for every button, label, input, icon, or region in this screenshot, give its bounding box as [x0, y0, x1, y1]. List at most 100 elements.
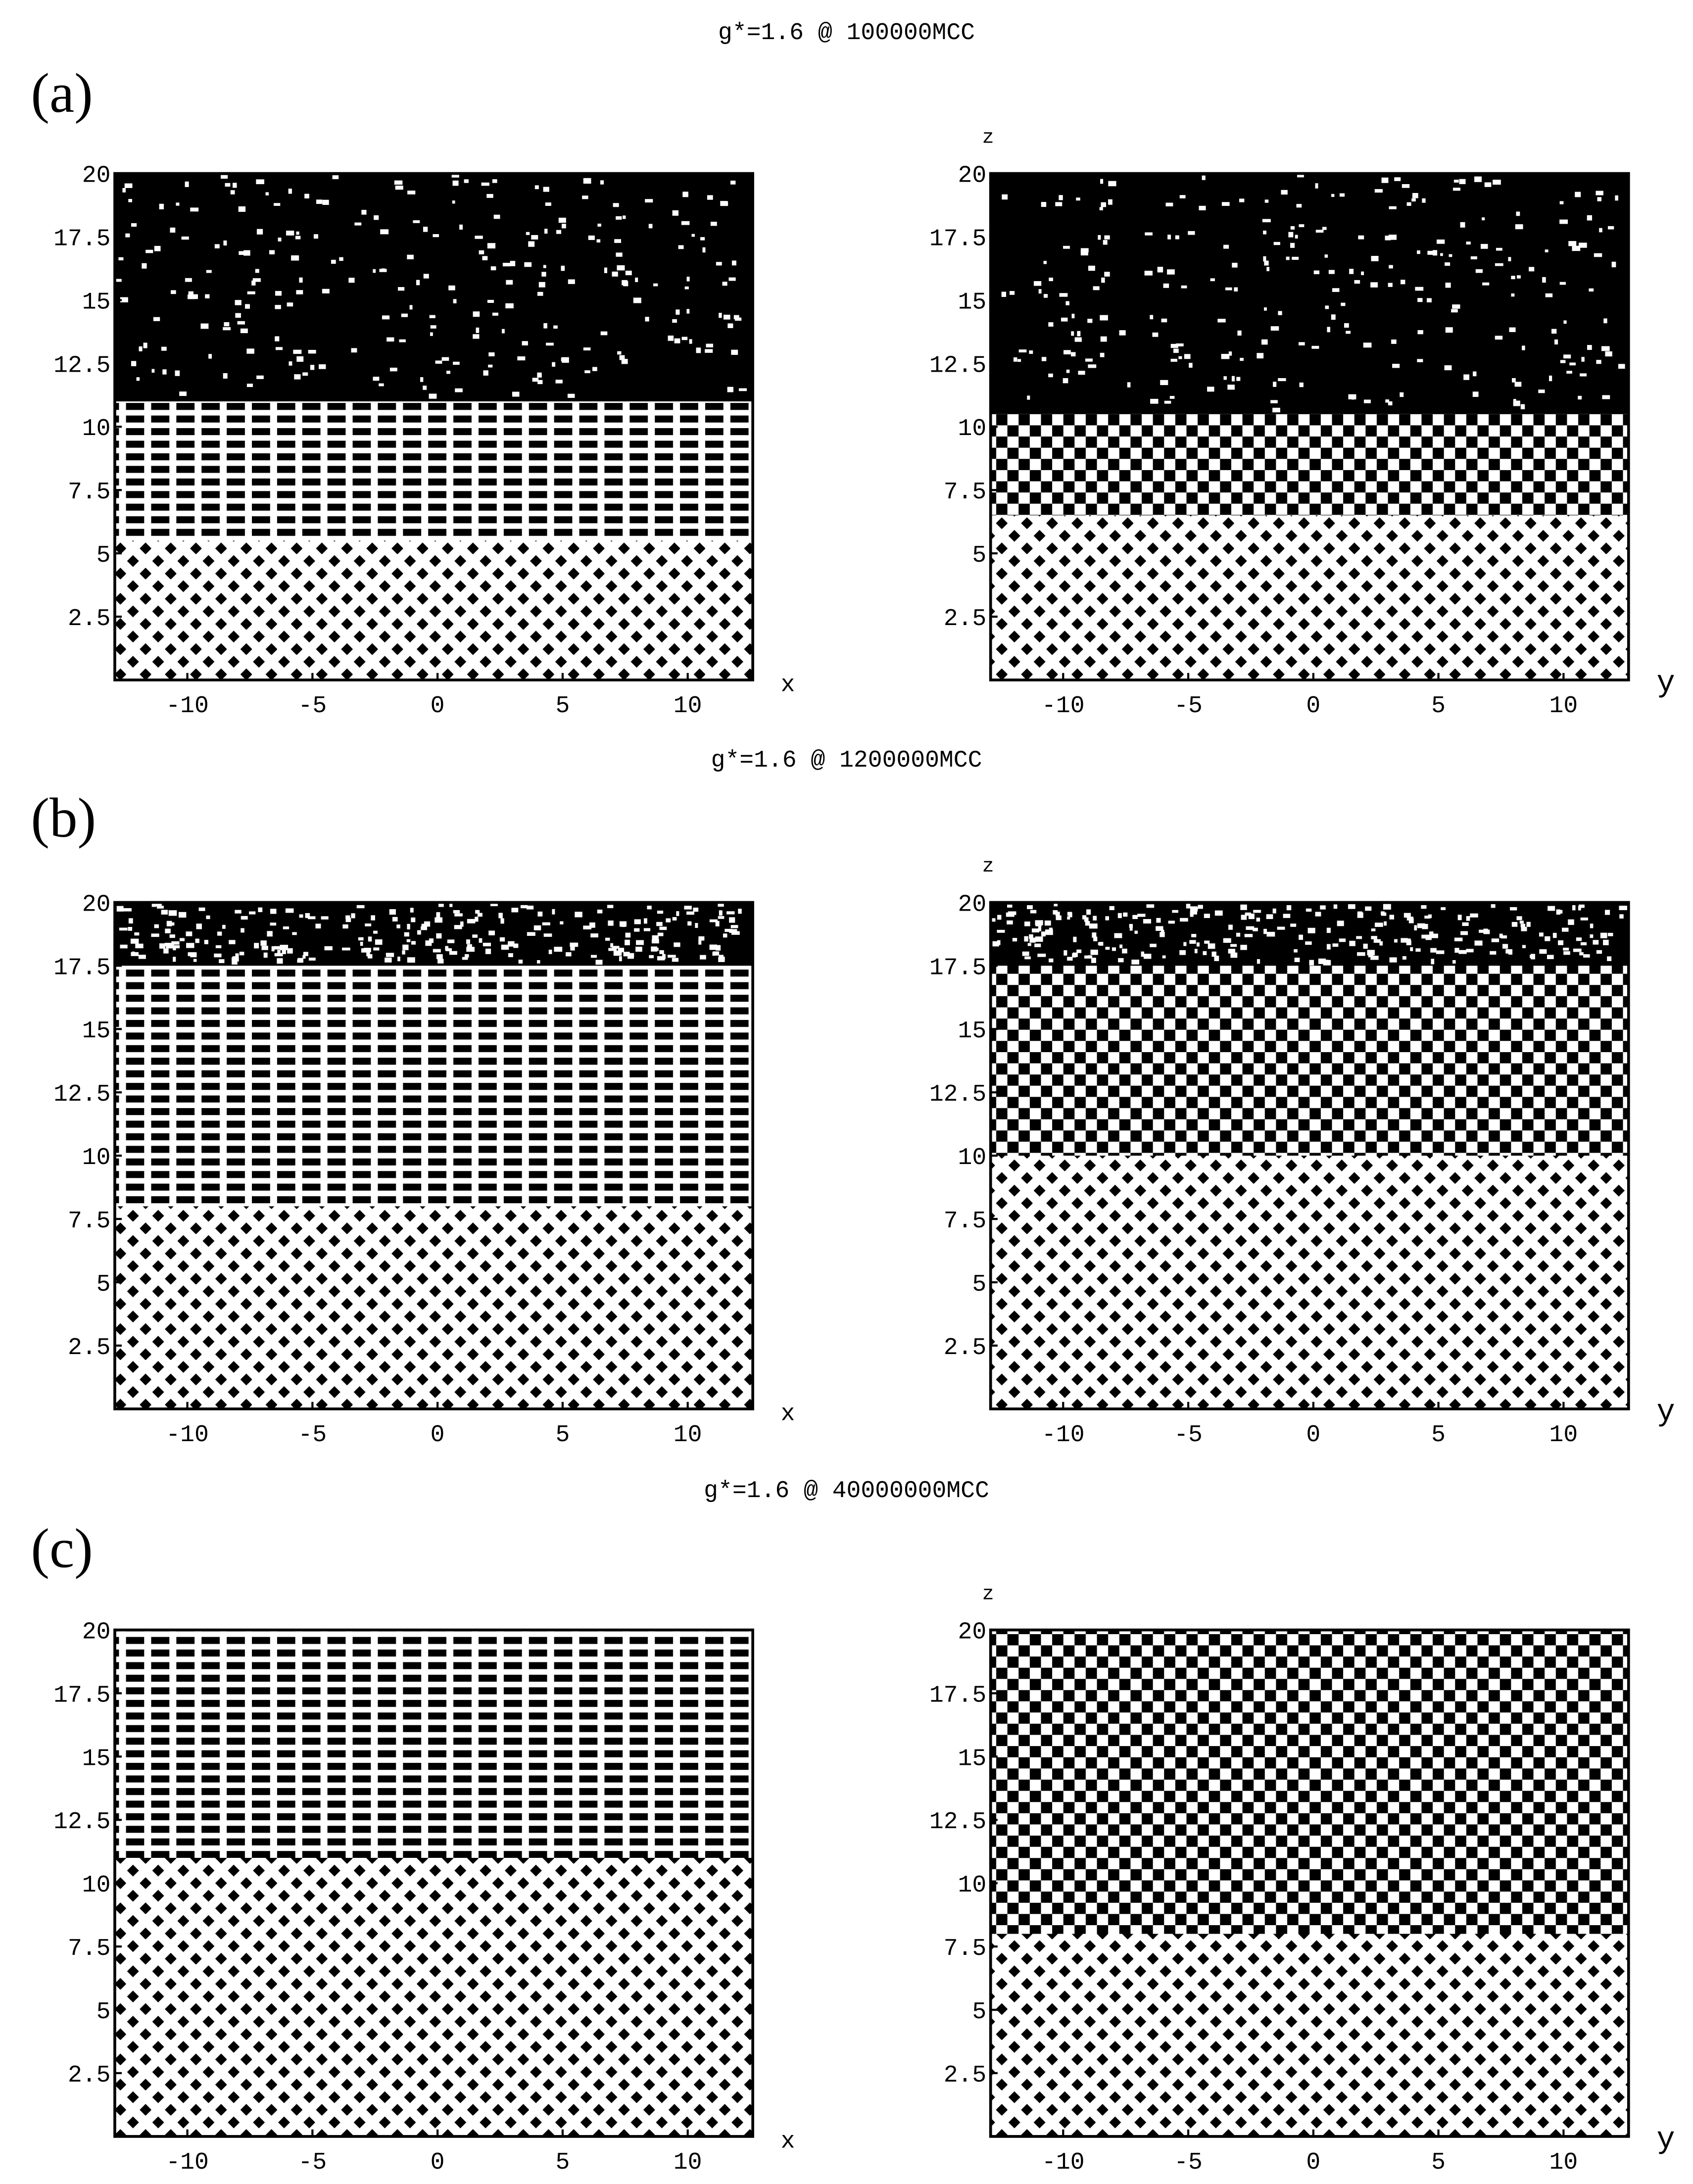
speck: [1295, 235, 1298, 239]
speck: [1341, 302, 1346, 306]
speck: [1493, 180, 1501, 185]
speck: [1045, 929, 1053, 935]
speck: [225, 183, 231, 187]
speck: [1093, 936, 1098, 941]
speck: [356, 905, 365, 909]
speck: [1593, 940, 1599, 945]
speck: [731, 349, 738, 355]
x-tick-label: -10: [1042, 693, 1085, 720]
speck: [1389, 957, 1397, 963]
x-tick-label: 0: [431, 693, 445, 720]
speck: [172, 945, 180, 949]
speck: [1496, 247, 1502, 251]
speck: [316, 199, 323, 204]
speck: [1013, 357, 1017, 362]
speck: [672, 917, 677, 921]
speck: [322, 289, 330, 293]
speck: [1150, 398, 1159, 404]
speck: [1522, 345, 1525, 350]
speck: [1035, 920, 1043, 925]
speck: [185, 181, 189, 187]
speck: [1596, 950, 1602, 954]
speck: [1256, 918, 1260, 922]
speck: [1150, 943, 1157, 947]
speck: [188, 291, 193, 295]
speck: [729, 917, 735, 923]
speck: [1296, 204, 1302, 208]
speck: [1452, 304, 1460, 309]
z-tick-label: 20: [958, 891, 987, 918]
speck: [1545, 293, 1553, 297]
speck: [365, 923, 372, 926]
speck: [590, 955, 597, 958]
speck: [719, 910, 723, 916]
speck: [1038, 926, 1042, 931]
speck: [1538, 389, 1545, 393]
z-tick-label: 10: [82, 1872, 111, 1899]
speck: [475, 917, 479, 922]
x-tick-label: 5: [555, 693, 570, 720]
speck: [531, 235, 538, 240]
speck: [625, 932, 631, 938]
x-tick-label: 5: [1431, 693, 1446, 720]
speck: [1389, 206, 1397, 209]
speck: [1189, 363, 1193, 368]
z-tick-label: 12.5: [53, 1809, 110, 1836]
speck: [308, 916, 316, 920]
speck: [1539, 949, 1547, 954]
speck: [1430, 948, 1437, 953]
speck: [1012, 938, 1017, 942]
speck: [528, 241, 535, 247]
speck: [1548, 906, 1555, 911]
x-tick-label: 0: [1306, 693, 1320, 720]
speck: [1563, 354, 1571, 359]
panel-title: g*=1.6 @ 100000MCC: [718, 20, 975, 47]
speck: [178, 912, 187, 918]
speck: [1415, 287, 1424, 291]
speck: [1084, 955, 1093, 959]
speck: [1181, 285, 1187, 289]
speck: [305, 913, 310, 918]
speck: [555, 380, 563, 384]
speck: [1108, 199, 1113, 205]
plot: [114, 1630, 753, 2136]
speck: [1104, 272, 1110, 277]
speck: [467, 919, 476, 923]
speck: [588, 235, 595, 240]
speck: [1579, 243, 1587, 248]
speck: [1272, 407, 1280, 413]
speck: [1531, 954, 1536, 960]
speck: [1199, 205, 1206, 210]
speck: [666, 918, 671, 922]
speck: [696, 347, 701, 353]
speck: [1579, 952, 1584, 956]
speck: [1605, 910, 1610, 915]
speck: [1318, 958, 1326, 964]
speck: [1119, 944, 1123, 948]
speck: [1161, 318, 1167, 323]
speck: [1415, 948, 1421, 952]
speck: [652, 935, 659, 940]
speck: [1590, 934, 1594, 938]
speck: [171, 290, 176, 294]
speck: [1001, 291, 1007, 297]
speck: [526, 905, 534, 910]
speck: [156, 906, 164, 909]
speck: [604, 267, 608, 273]
speck: [1144, 271, 1153, 276]
speck: [730, 180, 736, 185]
speck: [698, 939, 702, 945]
speck: [1607, 226, 1614, 230]
speck: [1112, 947, 1116, 951]
speck: [1160, 380, 1168, 386]
speck: [1297, 174, 1304, 178]
speck: [1457, 915, 1462, 921]
speck: [1513, 399, 1516, 402]
speck: [1406, 940, 1411, 945]
speck: [1134, 930, 1138, 934]
z-tick-label: 7.5: [944, 1208, 987, 1235]
speck: [589, 922, 595, 928]
speck: [1547, 955, 1554, 959]
speck: [163, 948, 169, 954]
z-tick-label: 5: [972, 1271, 986, 1298]
